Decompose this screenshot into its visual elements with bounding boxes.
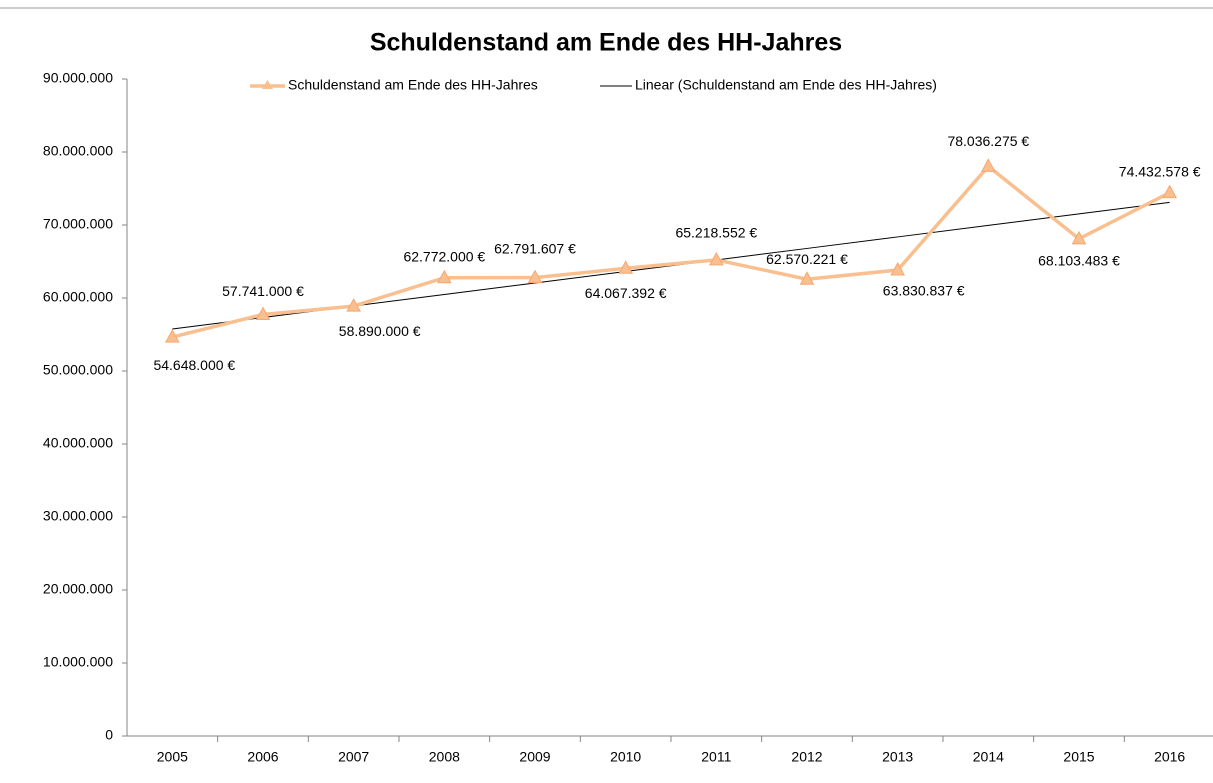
- y-tick-label: 40.000.000: [43, 435, 113, 451]
- y-tick-label: 20.000.000: [43, 581, 113, 597]
- point-marker: [799, 271, 815, 285]
- point-marker: [890, 261, 906, 276]
- x-tick-label: 2007: [338, 749, 369, 765]
- y-tick-label: 0: [105, 727, 113, 743]
- y-tick-label: 10.000.000: [43, 654, 113, 670]
- point-marker: [164, 329, 180, 343]
- data-label: 58.890.000 €: [339, 323, 421, 339]
- x-tick-label: 2016: [1154, 749, 1185, 765]
- data-label: 68.103.483 €: [1038, 253, 1120, 269]
- data-label: 64.067.392 €: [585, 285, 667, 301]
- data-label: 54.648.000 €: [153, 357, 235, 373]
- x-tick-label: 2009: [519, 749, 550, 765]
- x-tick-label: 2011: [701, 749, 731, 765]
- point-marker: [436, 269, 452, 284]
- data-label: 63.830.837 €: [883, 283, 965, 299]
- chart-title: Schuldenstand am Ende des HH-Jahres: [370, 29, 842, 57]
- data-line: [171, 163, 1171, 339]
- data-label: 62.772.000 €: [403, 248, 485, 264]
- data-label: 74.432.578 €: [1119, 163, 1201, 179]
- data-label: 78.036.275 €: [947, 133, 1029, 149]
- data-label: 62.791.607 €: [494, 240, 576, 256]
- data-label: 57.741.000 €: [222, 283, 304, 299]
- y-tick-label: 70.000.000: [43, 216, 113, 232]
- legend-label: Linear (Schuldenstand am Ende des HH-Jah…: [635, 77, 937, 93]
- point-marker: [346, 298, 362, 312]
- x-tick-label: 2008: [429, 749, 460, 765]
- point-marker: [618, 260, 634, 274]
- x-tick-label: 2005: [157, 749, 188, 765]
- legend-marker: [262, 80, 273, 89]
- point-marker: [1162, 184, 1178, 199]
- point-marker: [255, 306, 271, 320]
- point-marker: [708, 251, 724, 266]
- x-tick-label: 2015: [1063, 749, 1094, 765]
- point-marker: [1071, 230, 1087, 245]
- x-tick-label: 2014: [973, 749, 1004, 765]
- x-tick-label: 2012: [791, 749, 822, 765]
- y-tick-label: 30.000.000: [43, 508, 113, 524]
- data-label: 62.570.221 €: [766, 251, 848, 267]
- data-label: 65.218.552 €: [675, 225, 757, 241]
- y-tick-label: 60.000.000: [43, 289, 113, 305]
- y-tick-label: 50.000.000: [43, 362, 113, 378]
- x-tick-label: 2013: [882, 749, 913, 765]
- point-marker: [980, 158, 996, 172]
- x-tick-label: 2010: [610, 749, 641, 765]
- point-marker: [527, 269, 543, 284]
- legend-label: Schuldenstand am Ende des HH-Jahres: [288, 77, 538, 93]
- y-tick-label: 90.000.000: [43, 70, 113, 86]
- x-tick-label: 2006: [247, 749, 278, 765]
- y-tick-label: 80.000.000: [43, 143, 113, 159]
